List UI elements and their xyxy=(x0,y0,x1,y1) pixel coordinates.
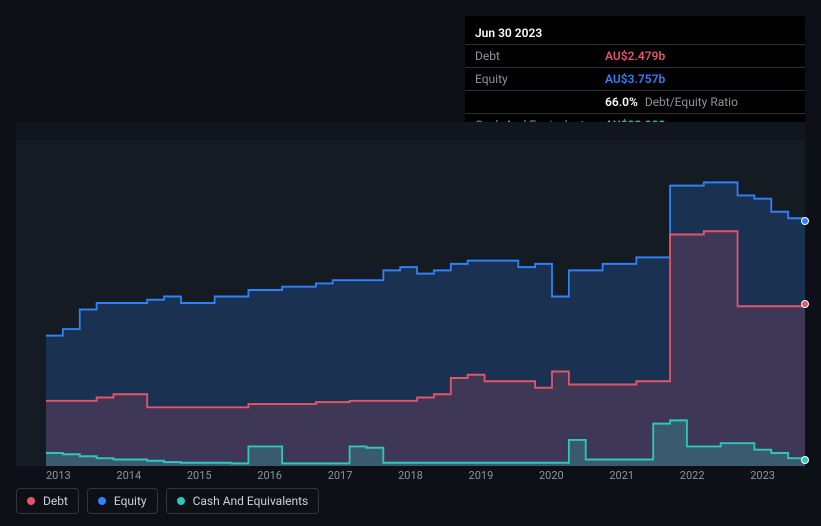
tooltip-row-label: Debt xyxy=(475,49,605,63)
tooltip-row-label: Equity xyxy=(475,72,605,86)
xaxis-tick: 2019 xyxy=(469,469,494,482)
tooltip-row: DebtAU$2.479b xyxy=(465,44,805,67)
xaxis-tick: 2022 xyxy=(680,469,705,482)
xaxis-tick: 2017 xyxy=(328,469,353,482)
tooltip-row-extra: Debt/Equity Ratio xyxy=(642,95,738,109)
equity-end-marker xyxy=(801,217,809,225)
chart-area xyxy=(16,140,805,466)
plot-svg xyxy=(16,140,805,466)
xaxis-tick: 2014 xyxy=(116,469,141,482)
xaxis-tick: 2016 xyxy=(257,469,282,482)
legend-dot-icon xyxy=(177,497,185,505)
legend-dot-icon xyxy=(27,497,35,505)
tooltip-row-label xyxy=(475,95,605,109)
legend-dot-icon xyxy=(98,497,106,505)
tooltip-row: 66.0% Debt/Equity Ratio xyxy=(465,90,805,113)
tooltip-date: Jun 30 2023 xyxy=(465,22,805,44)
tooltip-row-value: AU$3.757b xyxy=(605,72,665,86)
legend-label: Cash And Equivalents xyxy=(193,494,309,508)
xaxis-tick: 2013 xyxy=(46,469,71,482)
xaxis-tick: 2015 xyxy=(187,469,212,482)
xaxis-tick: 2021 xyxy=(609,469,634,482)
xaxis-tick: 2018 xyxy=(398,469,423,482)
legend-label: Equity xyxy=(114,494,147,508)
xaxis-tick: 2023 xyxy=(750,469,775,482)
legend-label: Debt xyxy=(43,494,68,508)
legend-item[interactable]: Equity xyxy=(87,488,158,514)
tooltip-row-value: AU$2.479b xyxy=(605,49,665,63)
plot-margin-bg xyxy=(16,122,805,140)
tooltip-row-value: 66.0% Debt/Equity Ratio xyxy=(605,95,738,109)
legend-item[interactable]: Debt xyxy=(16,488,79,514)
x-axis: 2013 2014 2015 2016 2017 2018 2019 2020 2021 2022… xyxy=(16,469,805,482)
cash-end-marker xyxy=(801,456,809,464)
debt-end-marker xyxy=(801,300,809,308)
tooltip-row: EquityAU$3.757b xyxy=(465,67,805,90)
legend-item[interactable]: Cash And Equivalents xyxy=(166,488,320,514)
legend: Debt Equity Cash And Equivalents xyxy=(16,488,319,514)
xaxis-tick: 2020 xyxy=(539,469,564,482)
